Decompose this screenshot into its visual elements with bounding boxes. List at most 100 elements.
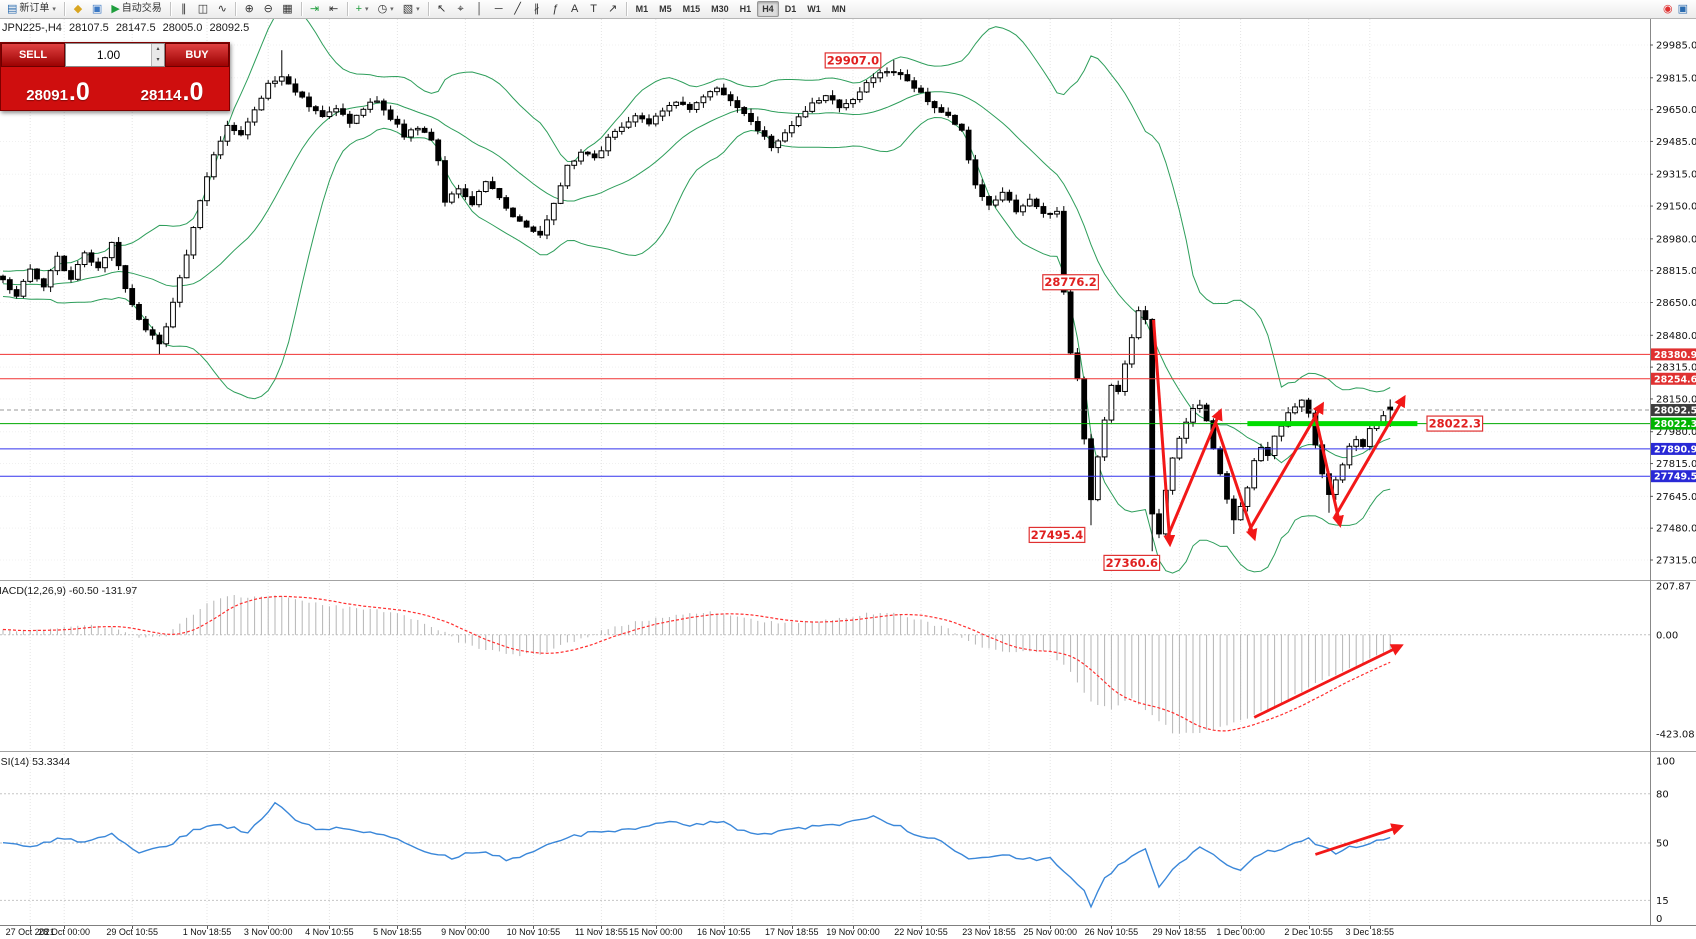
rsi-line <box>2 801 1391 909</box>
buy-price-main: 28114 <box>140 87 182 104</box>
caret-down-icon: ▾ <box>52 5 56 13</box>
volume-down-icon[interactable]: ▾ <box>156 57 160 63</box>
svg-text:100: 100 <box>1656 757 1675 768</box>
auto-trading-button[interactable]: ▶ 自动交易 <box>107 1 165 17</box>
time-tick <box>853 926 854 929</box>
periods-icon: ◷ <box>377 2 388 15</box>
zoom-in-button[interactable]: ⊕ <box>240 1 258 17</box>
sell-button[interactable]: SELL <box>1 43 65 67</box>
fibonacci-button[interactable]: ƒ <box>547 1 565 17</box>
macd-trend-arrow[interactable] <box>1253 644 1404 719</box>
time-label: 22 Nov 10:55 <box>894 927 948 937</box>
time-label: 29 Oct 10:55 <box>106 927 158 937</box>
svg-text:27815.0: 27815.0 <box>1656 459 1696 470</box>
chart-shift-icon: ⇤ <box>329 2 339 15</box>
symbol-period-label: JPN225-,H4 <box>2 22 62 34</box>
price-annotation-27360.6[interactable]: 27360.6 <box>1103 554 1161 571</box>
tf-h1-button[interactable]: H1 <box>735 1 757 17</box>
buy-button[interactable]: BUY <box>165 43 229 67</box>
periods-button[interactable]: ◷ ▾ <box>374 1 398 17</box>
time-label: 11 Nov 18:55 <box>574 927 628 937</box>
templates-button[interactable]: ▧ ▾ <box>399 1 424 17</box>
macd-histogram <box>2 595 1391 734</box>
text-button[interactable]: A <box>566 1 584 17</box>
indicators-button[interactable]: + ▾ <box>352 1 373 17</box>
zoom-out-button[interactable]: ⊖ <box>259 1 277 17</box>
rsi-trend-arrow[interactable] <box>1314 823 1404 856</box>
svg-text:80: 80 <box>1656 789 1669 800</box>
time-tick <box>791 926 793 929</box>
trend-arrow-1[interactable] <box>1152 319 1176 548</box>
volume-up-icon[interactable]: ▴ <box>156 46 160 52</box>
toolbar-separator <box>235 2 237 16</box>
tf-m30-button[interactable]: M30 <box>706 1 734 17</box>
price-tag-28254.6: 28254.6 <box>1651 372 1696 385</box>
channel-button[interactable]: ∦ <box>528 1 546 17</box>
new-order-icon: ▤ <box>7 2 18 15</box>
trend-arrow-3[interactable] <box>1214 421 1258 542</box>
time-tick <box>723 926 725 929</box>
main-price-chart[interactable]: 29907.0 28776.2 27495.4 27360.6 28022.3 29985… <box>0 19 1696 580</box>
text-label-button[interactable]: T <box>585 1 603 17</box>
favorites-button[interactable]: ◆ <box>69 1 87 17</box>
trend-arrow-6[interactable] <box>1333 394 1406 519</box>
inbox-icon[interactable]: ▣ <box>1677 2 1688 15</box>
vertical-line-button[interactable]: │ <box>471 1 489 17</box>
tf-mn-button[interactable]: MN <box>827 1 851 17</box>
trend-arrow-5[interactable] <box>1313 413 1344 528</box>
auto-scroll-button[interactable]: ⇥ <box>306 1 324 17</box>
time-label: 19 Nov 00:00 <box>826 927 880 937</box>
cursor-button[interactable]: ↖ <box>433 1 451 17</box>
candlestick-chart-button[interactable]: ◫ <box>194 1 212 17</box>
tile-windows-button[interactable]: ▦ <box>278 1 296 17</box>
svg-text:207.87: 207.87 <box>1656 582 1691 593</box>
price-annotation-27495.4[interactable]: 27495.4 <box>1028 526 1086 544</box>
tf-h4-button[interactable]: H4 <box>757 1 779 17</box>
time-tick <box>1240 926 1242 929</box>
workspace-button[interactable]: ▣ <box>88 1 106 17</box>
chart-shift-button[interactable]: ⇤ <box>325 1 343 17</box>
trend-arrow-2[interactable] <box>1165 408 1223 539</box>
vertical-line-icon: │ <box>476 2 484 15</box>
news-icon[interactable]: ◉ <box>1662 2 1673 15</box>
arrows-button[interactable]: ↗ <box>604 1 622 17</box>
tf-m1-button[interactable]: M1 <box>631 1 654 17</box>
price-annotation-29907.0[interactable]: 29907.0 <box>824 52 882 69</box>
svg-text:27980.0: 27980.0 <box>1656 427 1696 438</box>
volume-field[interactable]: 1.00 ▴ ▾ <box>65 43 165 67</box>
channel-icon: ∦ <box>533 2 540 15</box>
tf-w1-button[interactable]: W1 <box>802 1 826 17</box>
price-annotation-28022.3[interactable]: 28022.3 <box>1426 415 1484 432</box>
price-annotation-28776.2[interactable]: 28776.2 <box>1042 274 1100 291</box>
time-tick <box>1111 926 1113 929</box>
svg-text:29650.0: 29650.0 <box>1656 105 1696 116</box>
trend-arrow-4[interactable] <box>1247 401 1325 532</box>
toolbar-separator <box>169 2 171 16</box>
volume-spinner[interactable]: ▴ ▾ <box>151 44 164 66</box>
tf-d1-button[interactable]: D1 <box>780 1 802 17</box>
time-label: 25 Nov 00:00 <box>1023 927 1077 937</box>
new-order-button[interactable]: ▤ 新订单 ▾ <box>3 1 60 17</box>
tf-m15-button[interactable]: M15 <box>678 1 706 17</box>
time-label: 27 Oct 2021 <box>5 927 55 937</box>
trendline-icon: ╱ <box>514 2 521 15</box>
time-label: 17 Nov 18:55 <box>765 927 819 937</box>
close-value: 28092.5 <box>209 22 250 34</box>
svg-text:29985.0: 29985.0 <box>1656 41 1696 52</box>
horizontal-line-button[interactable]: ─ <box>490 1 508 17</box>
toolbar-right-icons: ◉ ▣ <box>1662 2 1693 15</box>
trendline-button[interactable]: ╱ <box>509 1 527 17</box>
svg-text:28980.0: 28980.0 <box>1656 234 1696 245</box>
crosshair-button[interactable]: ⌖ <box>452 1 470 17</box>
svg-text:28315.0: 28315.0 <box>1656 363 1696 374</box>
svg-text:28776.2: 28776.2 <box>1044 275 1096 289</box>
line-chart-button[interactable]: ∿ <box>213 1 231 17</box>
macd-indicator-panel[interactable]: 207.87 0.00 -423.08 <box>0 580 1696 751</box>
rsi-indicator-panel[interactable]: 100 80 50 15 0 <box>0 751 1696 925</box>
auto-trading-icon: ▶ <box>111 2 120 15</box>
bar-chart-button[interactable]: ∥ <box>175 1 193 17</box>
tf-m5-button[interactable]: M5 <box>654 1 677 17</box>
svg-text:27480.0: 27480.0 <box>1656 524 1696 535</box>
time-axis[interactable]: 27 Oct 2021 28 Oct 00:00 29 Oct 10:55 1 Nov… <box>0 925 1696 939</box>
